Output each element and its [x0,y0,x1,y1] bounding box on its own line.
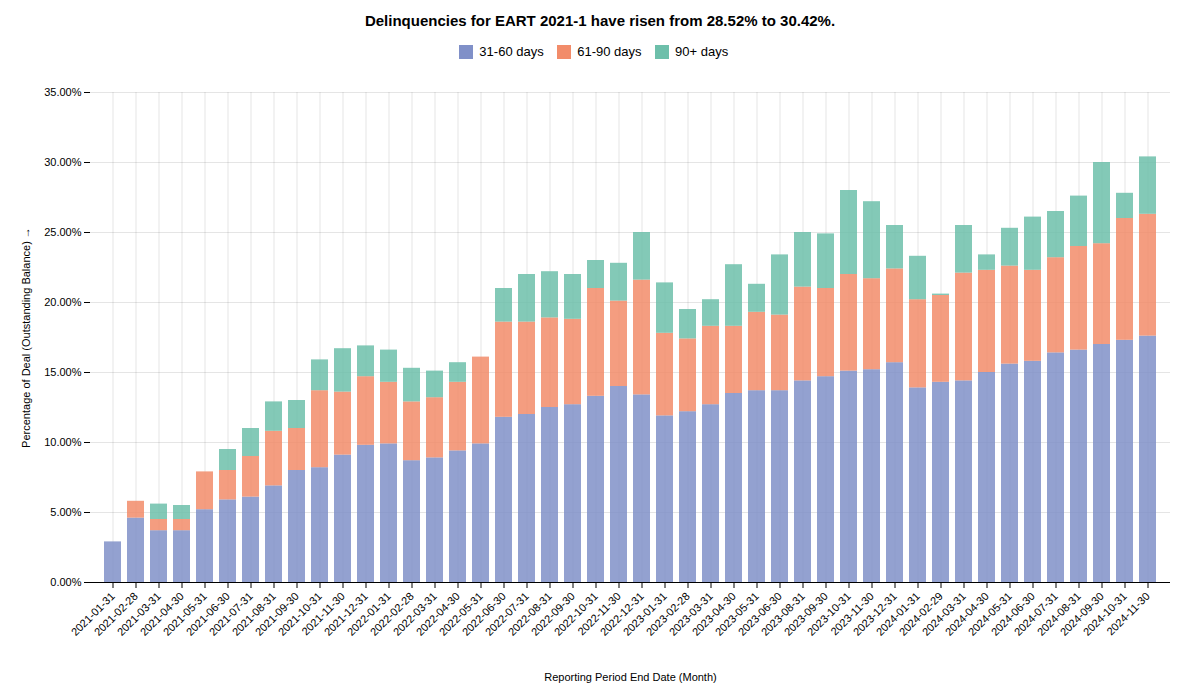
svg-text:35.00%: 35.00% [44,86,82,98]
svg-text:2022-06-30: 2022-06-30 [459,589,508,638]
svg-text:2023-11-30: 2023-11-30 [828,589,876,637]
svg-text:2024-03-31: 2024-03-31 [919,589,968,638]
html-text:90+ days: 90+ days [675,44,729,59]
svg-text:0.00%: 0.00% [50,576,81,588]
svg-text:2024-10-31: 2024-10-31 [1080,589,1129,638]
svg-text:2021-11-30: 2021-11-30 [299,589,347,637]
svg-text:2022-11-30: 2022-11-30 [575,589,623,637]
svg-text:2021-08-31: 2021-08-31 [229,589,278,638]
svg-text:2021-02-28: 2021-02-28 [91,589,140,638]
svg-text:2024-07-31: 2024-07-31 [1011,589,1060,638]
svg-text:2022-12-31: 2022-12-31 [597,589,646,638]
svg-text:25.00%: 25.00% [44,226,82,238]
svg-text:2024-05-31: 2024-05-31 [965,589,1014,638]
svg-text:2022-07-31: 2022-07-31 [482,589,531,638]
svg-text:2021-01-31: 2021-01-31 [68,589,117,638]
svg-text:2023-05-31: 2023-05-31 [712,589,761,638]
svg-text:2024-02-29: 2024-02-29 [896,589,945,638]
svg-text:2021-09-30: 2021-09-30 [252,589,301,638]
svg-text:5.00%: 5.00% [50,506,81,518]
svg-text:30.00%: 30.00% [44,156,82,168]
svg-text:2022-03-31: 2022-03-31 [390,589,439,638]
svg-text:15.00%: 15.00% [44,366,82,378]
svg-text:2021-04-30: 2021-04-30 [137,589,186,638]
svg-text:2021-07-31: 2021-07-31 [206,589,255,638]
html-text:31-60 days: 31-60 days [479,44,544,59]
svg-text:2024-06-30: 2024-06-30 [988,589,1037,638]
svg-text:2021-05-31: 2021-05-31 [160,589,209,638]
svg-text:2023-08-31: 2023-08-31 [758,589,807,638]
svg-text:2022-02-28: 2022-02-28 [367,589,416,638]
svg-text:2023-10-31: 2023-10-31 [804,589,853,638]
svg-text:2022-10-31: 2022-10-31 [551,589,600,638]
svg-text:2021-03-31: 2021-03-31 [114,589,163,638]
svg-text:10.00%: 10.00% [44,436,82,448]
svg-text:2024-04-30: 2024-04-30 [942,589,991,638]
svg-text:2022-05-31: 2022-05-31 [436,589,485,638]
svg-text:2024-11-30: 2024-11-30 [1104,589,1152,637]
svg-text:2024-08-31: 2024-08-31 [1034,589,1083,638]
svg-text:2023-12-31: 2023-12-31 [850,589,899,638]
svg-text:2023-09-30: 2023-09-30 [781,589,830,638]
svg-text:2023-06-30: 2023-06-30 [735,589,784,638]
svg-text:2024-09-30: 2024-09-30 [1057,589,1106,638]
svg-text:2022-09-30: 2022-09-30 [528,589,577,638]
svg-text:2023-01-31: 2023-01-31 [620,589,669,638]
svg-text:2023-04-30: 2023-04-30 [689,589,738,638]
svg-text:2021-06-30: 2021-06-30 [183,589,232,638]
svg-text:20.00%: 20.00% [44,296,82,308]
svg-text:Percentage of Deal (Outstandin: Percentage of Deal (Outstanding Balance)… [20,227,32,448]
html-text:Delinquencies for EART 2021-1: Delinquencies for EART 2021-1 have risen… [364,12,836,29]
svg-text:2022-01-31: 2022-01-31 [344,589,393,638]
svg-text:2021-10-31: 2021-10-31 [275,589,324,638]
html-text:61-90 days: 61-90 days [577,44,642,59]
svg-text:2022-08-31: 2022-08-31 [505,589,554,638]
svg-text:Reporting Period End Date (Mon: Reporting Period End Date (Month) [544,670,716,682]
svg-text:2023-03-31: 2023-03-31 [666,589,715,638]
svg-text:2022-04-30: 2022-04-30 [413,589,462,638]
svg-text:2023-02-28: 2023-02-28 [643,589,692,638]
svg-text:2024-01-31: 2024-01-31 [873,589,922,638]
svg-text:2021-12-31: 2021-12-31 [321,589,370,638]
